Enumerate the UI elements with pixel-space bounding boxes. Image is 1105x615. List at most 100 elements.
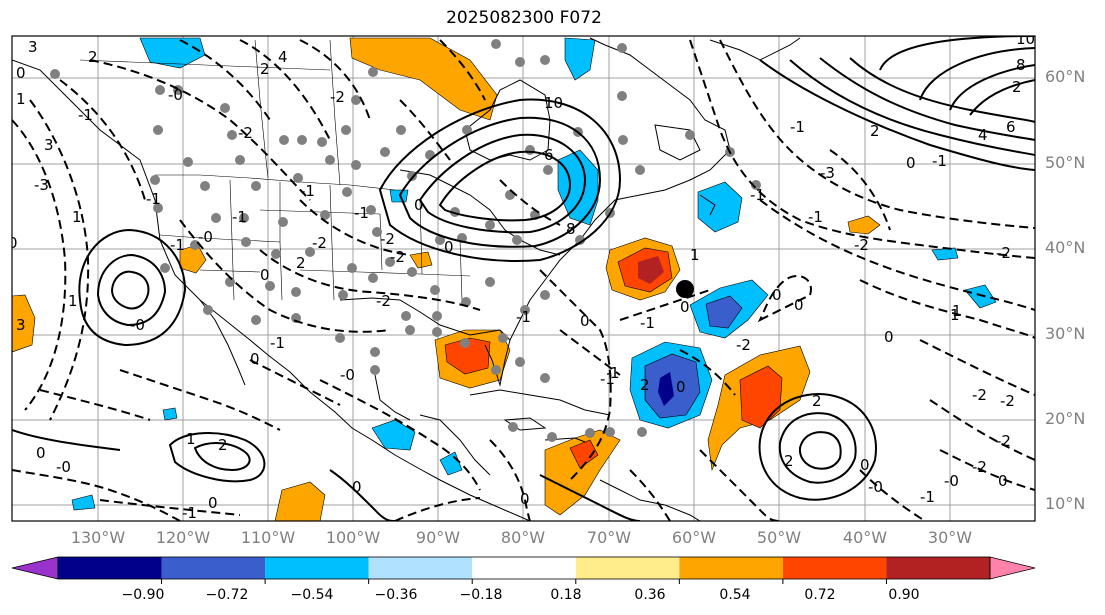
lat-label-40n: 40°N bbox=[1045, 238, 1086, 257]
contour-label: 2 bbox=[296, 254, 306, 272]
contour-label: -1 bbox=[790, 118, 805, 136]
contour-label: 1 bbox=[690, 246, 700, 264]
contour-label: -0 bbox=[56, 458, 71, 476]
lon-label-110w: 110°W bbox=[240, 528, 296, 547]
contour-label: -1 bbox=[78, 106, 93, 124]
contour-label: 0 bbox=[772, 286, 782, 304]
colorbar-segment bbox=[472, 557, 576, 579]
contour-label: 1 bbox=[950, 306, 960, 324]
contour-label: 0 bbox=[260, 266, 270, 284]
contour-label: 0 bbox=[208, 494, 218, 512]
contour-label: 1 bbox=[72, 208, 82, 226]
contour-label: -0 bbox=[198, 228, 213, 246]
contour-label: 10 bbox=[544, 94, 563, 112]
contour-label: -2 bbox=[312, 234, 327, 252]
contour-label: -2 bbox=[996, 244, 1011, 262]
contour-label: -1 bbox=[300, 182, 315, 200]
contour-label: 1 bbox=[952, 302, 962, 320]
colorbar-segment bbox=[58, 557, 162, 579]
colorbar-extend-right bbox=[989, 556, 1036, 580]
lon-label-50w: 50°W bbox=[756, 528, 802, 547]
contour-label: 2 bbox=[812, 392, 822, 410]
contour-label: -2 bbox=[736, 336, 751, 354]
contour-label: 2 bbox=[870, 122, 880, 140]
contour-label: 8 bbox=[566, 220, 576, 238]
lon-label-40w: 40°W bbox=[842, 528, 888, 547]
colorbar-tick: 0.36 bbox=[634, 587, 666, 603]
colorbar-segment bbox=[368, 557, 473, 579]
colorbar-frame bbox=[57, 556, 991, 580]
contour-label: -0 bbox=[868, 478, 883, 496]
contour-label: 0 bbox=[884, 328, 894, 346]
contour-label: 10 bbox=[1016, 30, 1035, 48]
contour-labels: 3 2 -0 0 1 -1 2 0 3 3 1 -3 1 -1 -2 4 -2 … bbox=[8, 30, 1035, 522]
strongest-negative-fills bbox=[658, 372, 674, 406]
contour-label: 4 bbox=[978, 126, 988, 144]
contour-label: -1 bbox=[516, 308, 531, 326]
contour-label: -1 bbox=[170, 236, 185, 254]
colorbar-tick: −0.90 bbox=[121, 587, 165, 603]
colorbar-tick: 0.72 bbox=[804, 587, 836, 603]
contour-label: -1 bbox=[600, 370, 615, 388]
contour-label: 0 bbox=[36, 444, 46, 462]
contour-label: -2 bbox=[390, 248, 405, 266]
strongest-positive-fills bbox=[638, 256, 664, 284]
colorbar-segment bbox=[782, 557, 887, 579]
lon-label-30w: 30°W bbox=[927, 528, 973, 547]
colorbar-tick: 0.90 bbox=[888, 587, 920, 603]
lat-label-20n: 20°N bbox=[1045, 409, 1086, 428]
contour-label: -2 bbox=[330, 88, 345, 106]
contour-label: 3 bbox=[16, 316, 26, 334]
contour-label: 0 bbox=[16, 64, 26, 82]
colorbar-segment bbox=[679, 557, 783, 579]
colorbar-tick: −0.54 bbox=[290, 587, 334, 603]
contour-label: 2 bbox=[784, 452, 794, 470]
contour-label: -2 bbox=[1000, 392, 1015, 410]
contour-label: 2 bbox=[1012, 78, 1022, 96]
contour-label: 0 bbox=[680, 298, 690, 316]
lon-label-70w: 70°W bbox=[586, 528, 632, 547]
storm-center-marker bbox=[676, 280, 694, 298]
contour-label: -2 bbox=[972, 386, 987, 404]
contour-label: -3 bbox=[34, 176, 49, 194]
colorbar-tick: 0.18 bbox=[550, 587, 582, 603]
contour-label: -1 bbox=[354, 204, 369, 222]
contour-label: -0 bbox=[130, 316, 145, 334]
contour-label: -2 bbox=[376, 292, 391, 310]
colorbar-extend-left bbox=[11, 556, 59, 580]
contour-label: -1 bbox=[932, 152, 947, 170]
colorbar-tick: −0.18 bbox=[459, 587, 503, 603]
colorbar-segment bbox=[161, 557, 266, 579]
lon-label-100w: 100°W bbox=[325, 528, 381, 547]
contour-label: 4 bbox=[278, 48, 288, 66]
contour-label: 2 bbox=[88, 48, 98, 66]
contour-label: 8 bbox=[1016, 56, 1026, 74]
contour-label: 0 bbox=[8, 234, 18, 252]
contour-label: 1 bbox=[610, 364, 620, 382]
lon-label-60w: 60°W bbox=[671, 528, 717, 547]
contour-label: -1 bbox=[232, 208, 247, 226]
lat-label-60n: 60°N bbox=[1045, 67, 1086, 86]
contour-label: 0 bbox=[352, 478, 362, 496]
map-frame bbox=[11, 35, 1036, 522]
colorbar-tick: −0.72 bbox=[205, 587, 249, 603]
contour-label: 3 bbox=[28, 38, 38, 56]
contour-label: 3 bbox=[44, 136, 54, 154]
contour-label: 0 bbox=[906, 154, 916, 172]
colorbar bbox=[11, 556, 1036, 584]
contour-label: -1 bbox=[640, 314, 655, 332]
lon-label-80w: 80°W bbox=[500, 528, 546, 547]
lat-label-30n: 30°N bbox=[1045, 324, 1086, 343]
contour-label: 0 bbox=[250, 350, 260, 368]
contour-label: -1 bbox=[182, 504, 197, 522]
contour-label: 0 bbox=[998, 472, 1008, 490]
negative-contours bbox=[12, 39, 1035, 521]
contour-label: 1 bbox=[16, 90, 26, 108]
colorbar-segment bbox=[575, 557, 680, 579]
contour-label: -0 bbox=[168, 86, 183, 104]
contour-label: 0 bbox=[444, 238, 454, 256]
contour-label: 0 bbox=[794, 296, 804, 314]
contour-label: 0 bbox=[676, 378, 686, 396]
contour-label: -3 bbox=[820, 164, 835, 182]
